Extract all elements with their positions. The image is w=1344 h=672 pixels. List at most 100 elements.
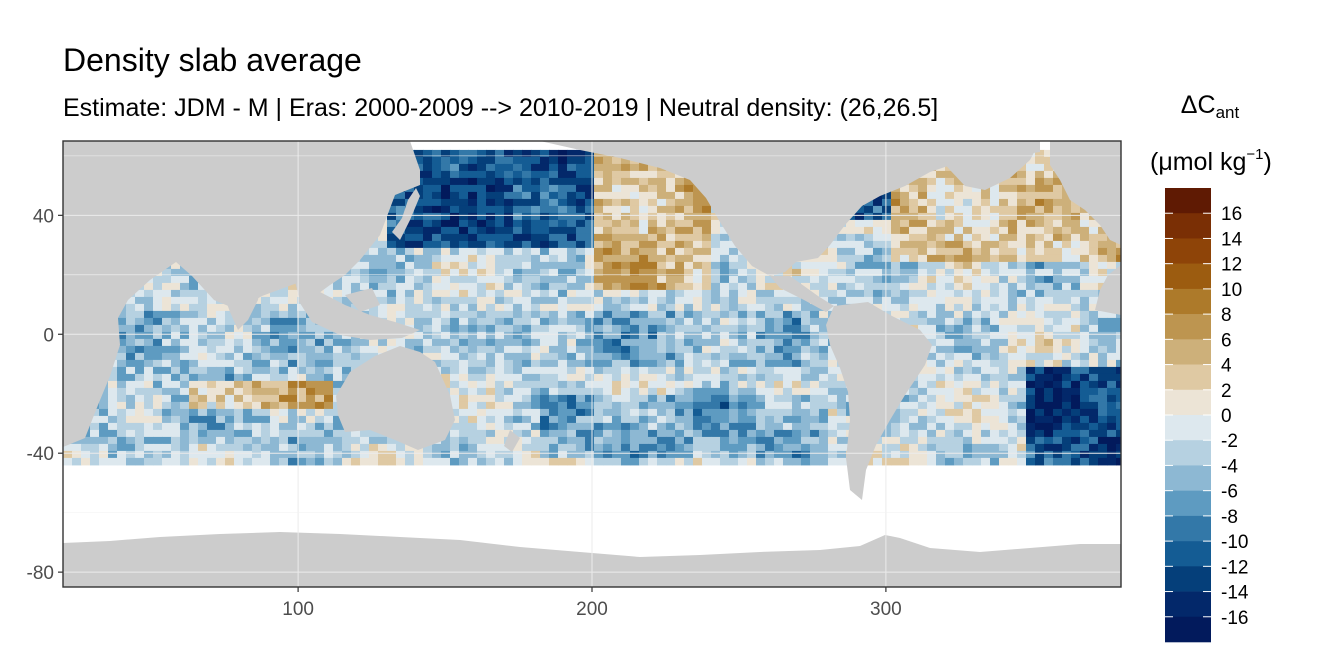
field-cell bbox=[576, 422, 586, 431]
field-cell bbox=[432, 198, 442, 207]
field-cell bbox=[1017, 415, 1027, 424]
field-cell bbox=[801, 324, 811, 333]
field-cell bbox=[504, 366, 514, 375]
field-cell bbox=[891, 289, 901, 298]
field-cell bbox=[441, 226, 451, 235]
field-cell bbox=[729, 338, 739, 347]
field-cell bbox=[1008, 436, 1018, 445]
field-cell bbox=[450, 163, 460, 172]
field-cell bbox=[711, 310, 721, 319]
field-cell bbox=[1098, 254, 1108, 263]
field-cell bbox=[981, 296, 991, 305]
field-cell bbox=[837, 394, 847, 403]
field-cell bbox=[567, 163, 577, 172]
field-cell bbox=[720, 366, 730, 375]
field-cell bbox=[684, 338, 694, 347]
field-cell bbox=[486, 205, 496, 214]
field-cell bbox=[927, 394, 937, 403]
field-cell bbox=[603, 415, 613, 424]
field-cell bbox=[297, 359, 307, 368]
field-cell bbox=[657, 275, 667, 284]
field-cell bbox=[162, 289, 172, 298]
field-cell bbox=[603, 184, 613, 193]
field-cell bbox=[684, 324, 694, 333]
field-cell bbox=[1008, 289, 1018, 298]
field-cell bbox=[378, 233, 388, 242]
field-cell bbox=[1116, 254, 1121, 263]
field-cell bbox=[1044, 177, 1054, 186]
field-cell bbox=[936, 429, 946, 438]
field-cell bbox=[630, 240, 640, 249]
field-cell bbox=[603, 212, 613, 221]
field-cell bbox=[1017, 429, 1027, 438]
field-cell bbox=[711, 408, 721, 417]
field-cell bbox=[630, 394, 640, 403]
field-cell bbox=[639, 429, 649, 438]
field-cell bbox=[684, 212, 694, 221]
field-cell bbox=[432, 275, 442, 284]
field-cell bbox=[783, 352, 793, 361]
field-cell bbox=[513, 401, 523, 410]
field-cell bbox=[693, 408, 703, 417]
field-cell bbox=[882, 205, 892, 214]
field-cell bbox=[774, 282, 784, 291]
field-cell bbox=[522, 317, 532, 326]
field-cell bbox=[216, 436, 226, 445]
field-cell bbox=[243, 359, 253, 368]
field-cell bbox=[666, 359, 676, 368]
field-cell bbox=[162, 331, 172, 340]
field-cell bbox=[1071, 387, 1081, 396]
field-cell bbox=[315, 331, 325, 340]
field-cell bbox=[468, 303, 478, 312]
field-cell bbox=[603, 233, 613, 242]
field-cell bbox=[999, 289, 1009, 298]
field-cell bbox=[954, 275, 964, 284]
field-cell bbox=[702, 198, 712, 207]
field-cell bbox=[945, 366, 955, 375]
field-cell bbox=[117, 408, 127, 417]
field-cell bbox=[558, 324, 568, 333]
field-cell bbox=[1098, 436, 1108, 445]
field-cell bbox=[387, 205, 397, 214]
field-cell bbox=[189, 331, 199, 340]
field-cell bbox=[792, 401, 802, 410]
field-cell bbox=[657, 191, 667, 200]
field-cell bbox=[846, 261, 856, 270]
field-cell bbox=[630, 191, 640, 200]
field-cell bbox=[585, 401, 595, 410]
field-cell bbox=[639, 226, 649, 235]
field-cell bbox=[684, 310, 694, 319]
field-cell bbox=[486, 415, 496, 424]
field-cell bbox=[666, 317, 676, 326]
field-cell bbox=[324, 401, 334, 410]
field-cell bbox=[1044, 373, 1054, 382]
field-cell bbox=[936, 191, 946, 200]
field-cell bbox=[117, 317, 127, 326]
field-cell bbox=[837, 282, 847, 291]
field-cell bbox=[567, 429, 577, 438]
field-cell bbox=[990, 247, 1000, 256]
field-cell bbox=[360, 345, 370, 354]
field-cell bbox=[207, 310, 217, 319]
field-cell bbox=[243, 324, 253, 333]
field-cell bbox=[612, 261, 622, 270]
field-cell bbox=[864, 261, 874, 270]
field-cell bbox=[684, 387, 694, 396]
field-cell bbox=[396, 240, 406, 249]
field-cell bbox=[90, 436, 100, 445]
field-cell bbox=[594, 240, 604, 249]
field-cell bbox=[945, 436, 955, 445]
field-cell bbox=[549, 205, 559, 214]
field-cell bbox=[648, 324, 658, 333]
field-cell bbox=[774, 303, 784, 312]
field-cell bbox=[279, 394, 289, 403]
field-cell bbox=[423, 240, 433, 249]
field-cell bbox=[477, 331, 487, 340]
field-cell bbox=[819, 254, 829, 263]
field-cell bbox=[540, 436, 550, 445]
field-cell bbox=[486, 275, 496, 284]
field-cell bbox=[243, 366, 253, 375]
field-cell bbox=[1098, 261, 1108, 270]
field-cell bbox=[729, 366, 739, 375]
field-cell bbox=[1062, 408, 1072, 417]
